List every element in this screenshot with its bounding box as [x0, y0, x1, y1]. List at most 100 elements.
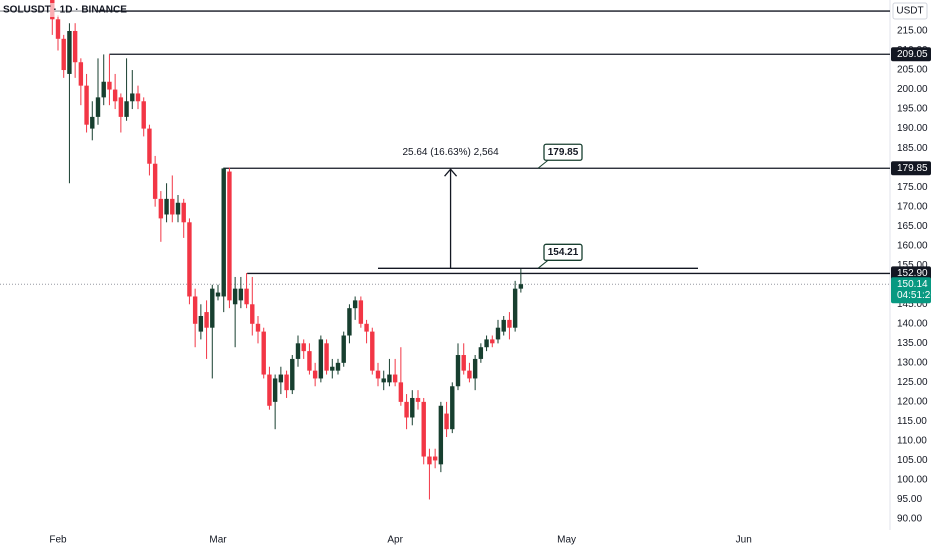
candle-body	[392, 374, 398, 383]
candle-body	[67, 30, 72, 74]
candle-body	[107, 81, 112, 90]
candle-body	[427, 456, 432, 465]
callout-box	[543, 143, 583, 161]
x-tick-label: Mar	[209, 535, 227, 546]
candle-body	[61, 38, 66, 71]
y-tick-label: 165.00	[897, 221, 928, 232]
candle-body	[215, 292, 221, 297]
y-tick-label: 110.00	[897, 436, 927, 447]
candle-body	[347, 308, 352, 336]
candle-body	[267, 374, 272, 406]
candle-body	[358, 300, 364, 324]
y-tick-label: 100.00	[897, 475, 928, 486]
y-tick-label: 175.00	[897, 182, 928, 193]
y-tick-label: 170.00	[897, 201, 928, 212]
candle-body	[301, 343, 306, 352]
y-tick-label: 90.00	[897, 514, 922, 525]
countdown-label: 04:51:26	[897, 290, 932, 301]
callout-connector	[537, 159, 549, 169]
axis-tag-label: 209.05	[897, 49, 928, 60]
y-tick-label: 105.00	[897, 455, 928, 466]
candle-body	[290, 358, 295, 391]
candle-body	[415, 397, 421, 402]
y-tick-label: 190.00	[897, 123, 928, 134]
candle-body	[118, 97, 124, 117]
candle-body	[455, 355, 461, 387]
y-tick-label: 145.00	[897, 299, 928, 310]
candle-body	[324, 343, 329, 371]
candle-body	[507, 319, 512, 328]
candle-body	[410, 397, 415, 418]
callout-box	[543, 243, 583, 261]
axis-tag	[891, 161, 931, 176]
candle-body	[130, 93, 135, 102]
candle-body	[330, 366, 335, 371]
candle-body	[432, 456, 438, 461]
candle-body	[198, 315, 204, 332]
currency-box	[892, 2, 928, 20]
candle-body	[450, 386, 455, 430]
axis-tag-label: 152.90	[897, 268, 928, 279]
candle-body	[444, 413, 449, 430]
candle-body	[341, 335, 346, 363]
candle-body	[307, 351, 312, 371]
candle-body	[335, 362, 341, 371]
candle-body	[518, 284, 524, 289]
candle-body	[272, 378, 278, 402]
currency: USDT	[896, 6, 923, 17]
y-tick-label: 130.00	[897, 357, 928, 368]
candle-body	[78, 62, 84, 86]
candle-body	[398, 382, 404, 402]
candle-body	[232, 288, 238, 305]
axis-tag-label: 179.85	[897, 163, 928, 174]
candle-body	[512, 288, 518, 328]
candle-body	[55, 19, 61, 39]
candle-body	[227, 171, 232, 301]
candle-body	[495, 327, 501, 340]
y-tick-label: 195.00	[897, 104, 928, 115]
y-tick-label: 160.00	[897, 240, 928, 251]
y-tick-label: 205.00	[897, 65, 928, 76]
candle-body	[210, 288, 215, 328]
callout-label: 179.85	[548, 147, 579, 158]
candle-body	[490, 339, 495, 344]
candle-body	[261, 331, 266, 375]
y-tick-label: 200.00	[897, 84, 928, 95]
candle-body	[478, 347, 484, 359]
y-tick-label: 115.00	[897, 416, 927, 427]
candle-body	[375, 370, 381, 379]
y-tick-label: 125.00	[897, 377, 928, 388]
candle-body	[175, 202, 181, 215]
candle-body	[438, 405, 444, 465]
candle-body	[461, 355, 466, 371]
axis-tag	[891, 47, 931, 62]
candle-body	[250, 304, 255, 324]
candle-body	[364, 323, 369, 332]
candle-body	[192, 296, 198, 324]
candle-body	[187, 222, 192, 297]
candle-body	[472, 358, 478, 379]
y-tick-label: 135.00	[897, 338, 928, 349]
candle-body	[72, 30, 78, 63]
candle-body	[101, 81, 106, 98]
y-tick-label: 215.00	[897, 26, 928, 37]
last-price-tag	[891, 277, 931, 304]
candle-body	[295, 343, 301, 359]
x-tick-label: May	[557, 535, 576, 546]
candle-body	[484, 339, 489, 348]
candle-body	[124, 101, 129, 117]
callout-connector	[537, 259, 549, 269]
candle-body	[421, 401, 426, 457]
candle-body	[221, 168, 226, 297]
chart-title: SOLUSDT · 1D · BINANCE	[3, 5, 127, 16]
axis-tag	[891, 266, 931, 281]
candle-body	[312, 370, 318, 379]
y-tick-label: 95.00	[897, 494, 922, 505]
candle-body	[135, 93, 141, 102]
candle-body	[244, 288, 249, 305]
candle-body	[158, 198, 164, 219]
candle-body	[141, 101, 146, 129]
x-tick-label: Feb	[49, 535, 67, 546]
y-tick-label: 155.00	[897, 260, 928, 271]
candle-body	[181, 202, 186, 223]
